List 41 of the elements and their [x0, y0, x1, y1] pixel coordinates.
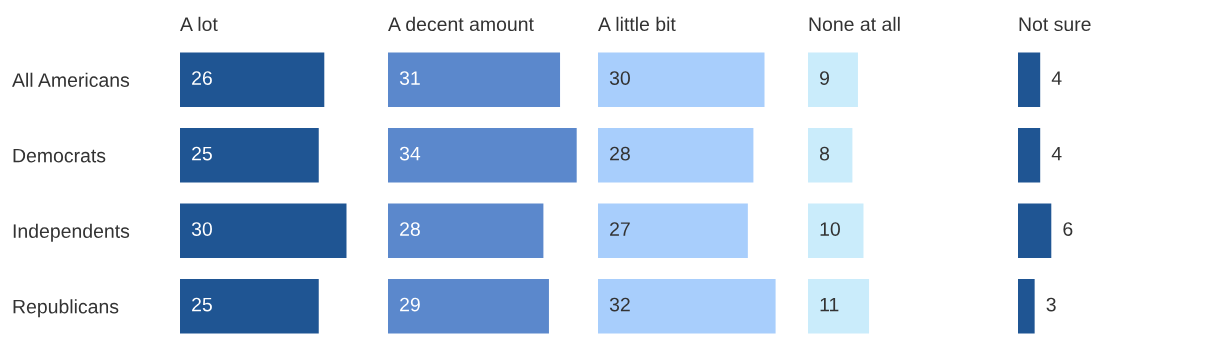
- data-label: 11: [820, 297, 839, 312]
- chart-title: A little bit: [598, 16, 676, 32]
- data-label: 31: [399, 71, 420, 85]
- data-label: 25: [192, 146, 212, 161]
- bar: [598, 203, 748, 258]
- data-label: 3: [1046, 297, 1056, 312]
- data-label: 4: [1051, 146, 1062, 161]
- data-label: 6: [1063, 222, 1073, 236]
- y-tick-label: Democrats: [13, 148, 106, 163]
- data-label: 30: [609, 71, 630, 85]
- bar: [598, 52, 765, 107]
- bar: [808, 128, 853, 183]
- y-tick-label: Independents: [13, 223, 130, 242]
- chart-title: A decent amount: [388, 16, 534, 32]
- bar: [808, 279, 870, 334]
- bar: [598, 128, 754, 183]
- chart-title: A lot: [180, 16, 218, 32]
- data-label: 8: [819, 146, 830, 161]
- data-label: 32: [609, 297, 630, 312]
- y-tick-label: All Americans: [12, 72, 130, 87]
- data-label: 28: [400, 222, 420, 236]
- bar: [388, 203, 544, 258]
- bar: [388, 52, 561, 107]
- y-tick-label: Republicans: [13, 299, 119, 318]
- data-label: 30: [191, 222, 212, 236]
- data-label: 29: [400, 297, 420, 312]
- data-label: 9: [820, 71, 829, 85]
- bar: [388, 279, 549, 334]
- data-label: 27: [610, 222, 630, 236]
- bar: [808, 52, 858, 107]
- data-label: 28: [610, 146, 630, 161]
- data-label: 10: [820, 222, 840, 236]
- data-label: 4: [1051, 71, 1062, 85]
- data-label: 34: [399, 146, 421, 161]
- data-label: 26: [192, 71, 212, 85]
- bar: [388, 128, 577, 183]
- data-label: 25: [192, 297, 212, 312]
- bar: [808, 203, 864, 258]
- bar: [598, 279, 776, 334]
- chart-title: None at all: [809, 16, 900, 32]
- chart-title: Not sure: [1019, 17, 1091, 32]
